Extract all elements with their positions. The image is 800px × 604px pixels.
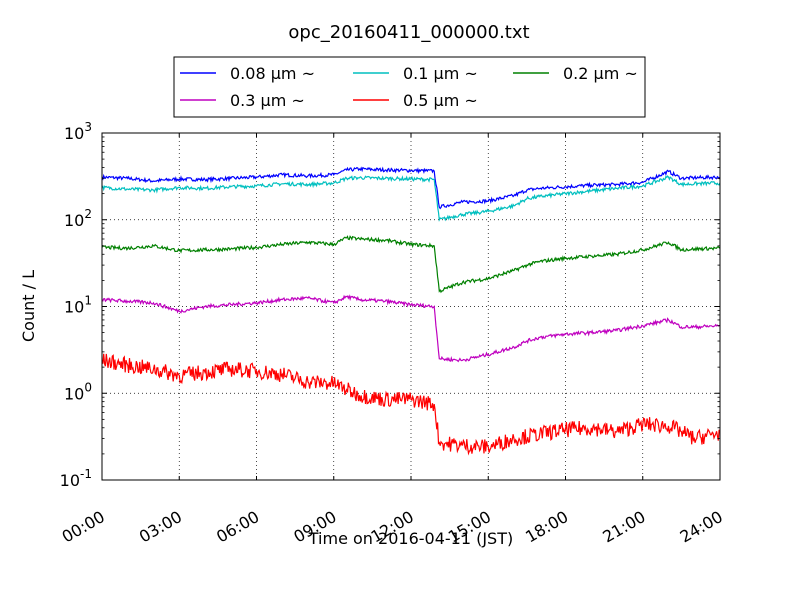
series-line [101,294,721,363]
series-line [101,235,721,294]
grid [102,133,720,480]
legend-label: 0.3 μm ~ [230,91,305,110]
legend-label: 0.08 μm ~ [230,64,315,83]
series-line [101,353,721,456]
legend: 0.08 μm ~ 0.1 μm ~ 0.2 μm ~ 0.3 μm ~ 0.5 μm … [173,56,646,118]
y-tick-label: 103 [64,120,92,143]
x-axis-label: Time on 2016-04-11 (JST) [308,529,513,548]
y-tick-label: 102 [64,207,92,230]
legend-label: 0.2 μm ~ [563,64,638,83]
y-axis-label: Count / L [19,270,38,342]
x-tick-label: 21:00 [599,507,648,547]
legend-label: 0.5 μm ~ [403,91,478,110]
x-tick-label: 00:00 [59,507,108,547]
x-tick-label: 03:00 [136,507,185,547]
y-tick-label: 100 [64,380,92,403]
x-tick-label: 24:00 [677,507,726,547]
series-line [101,166,721,210]
y-tick-label: 101 [64,294,92,317]
legend-box [173,56,646,118]
series-line [101,175,721,222]
chart-title: opc_20160411_000000.txt [288,22,529,43]
x-tick-label: 18:00 [522,507,571,547]
series-lines [101,166,721,456]
y-tick-label: 10-1 [60,467,92,490]
legend-label: 0.1 μm ~ [403,64,478,83]
x-tick-label: 06:00 [213,507,262,547]
